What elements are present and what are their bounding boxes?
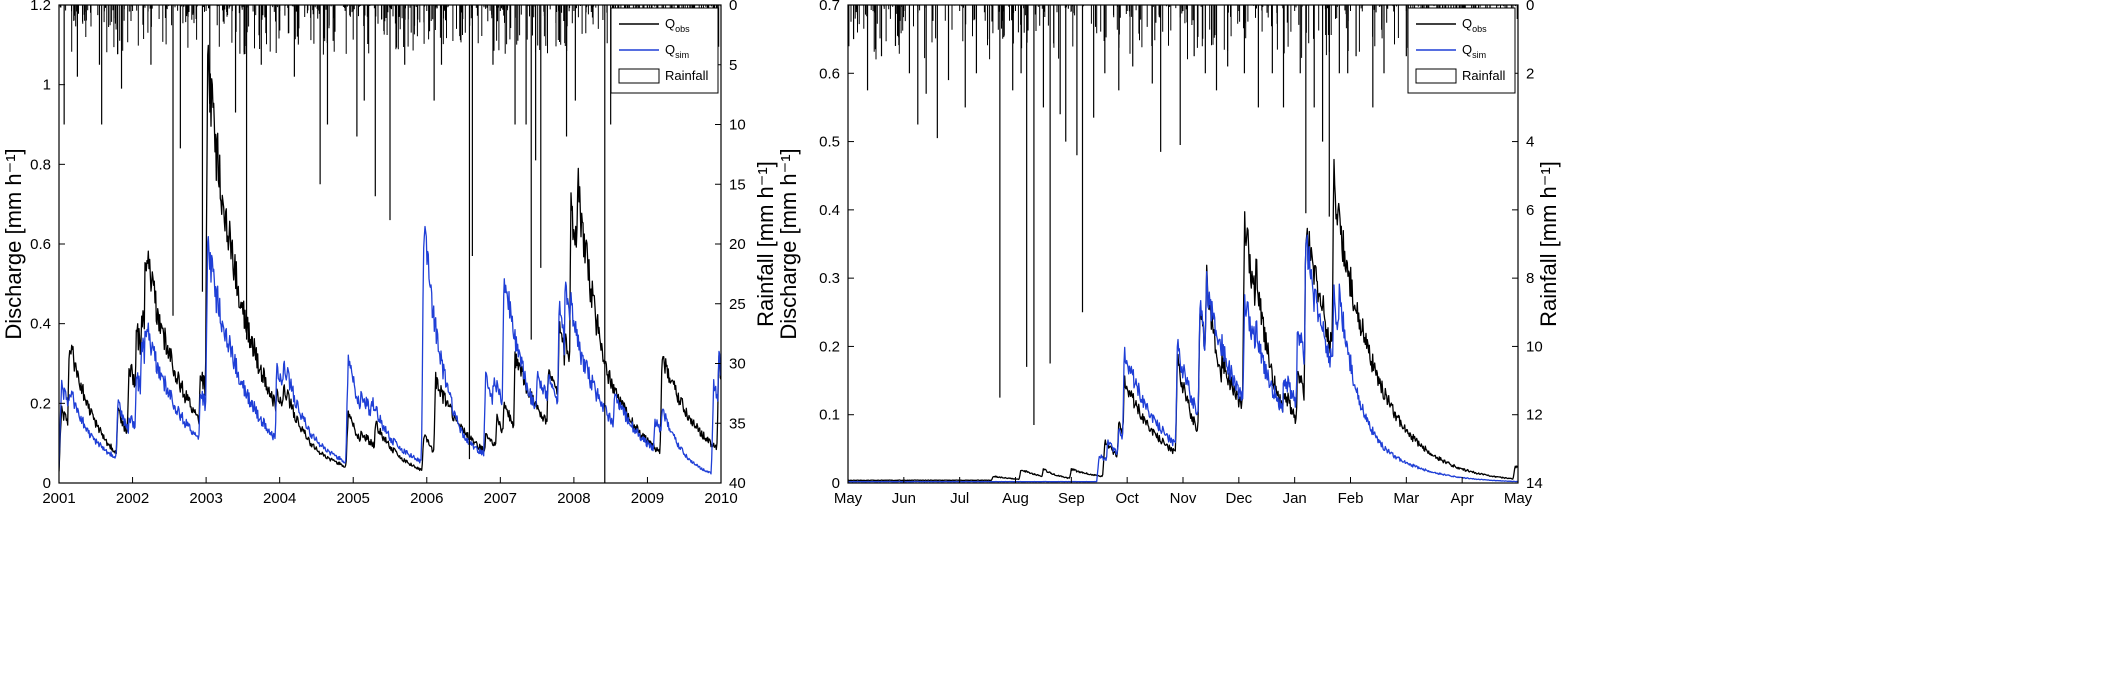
legend-swatch [618, 68, 660, 84]
y-tick-label: 0.7 [819, 0, 840, 14]
legend-label: Rainfall [665, 68, 708, 83]
y2-tick-label: 35 [729, 415, 746, 432]
x-tick-label: 2009 [631, 490, 664, 507]
y-tick-label: 0.6 [30, 236, 51, 253]
x-tick-label: 2007 [484, 490, 517, 507]
y2-axis-label: Rainfall [mm h⁻¹] [1536, 161, 1561, 327]
left-chart-panel: 2001 2002 2003 2004 2005 2006 2007 2008 2009 2010… [1, 0, 778, 507]
y-axis-label: Discharge [mm h⁻¹] [1, 148, 26, 339]
y2-tick-label: 14 [1526, 475, 1543, 492]
y-tick-label: 0.4 [30, 316, 51, 333]
rainfall-series [848, 5, 1518, 425]
y-tick-label: 1 [43, 77, 51, 94]
y-tick-label: 0 [832, 475, 840, 492]
y2-tick-label: 40 [729, 475, 746, 492]
y2-tick-label: 0 [1526, 0, 1534, 14]
y-tick-label: 1.2 [30, 0, 51, 14]
qsim-line [59, 225, 721, 475]
y2-tick-label: 2 [1526, 65, 1534, 82]
x-tick-label: 2002 [116, 490, 149, 507]
legend-label: Qsim [665, 42, 689, 60]
y2-tick-label: 4 [1526, 134, 1534, 151]
y2-tick-label: 25 [729, 296, 746, 313]
x-tick-label: Jun [892, 490, 916, 507]
y2-tick-label: 6 [1526, 202, 1534, 219]
x-tick-label: 2001 [42, 490, 75, 507]
y2-tick-label: 5 [729, 57, 737, 74]
x-tick-label: Aug [1002, 490, 1029, 507]
legend-label: Qsim [1462, 42, 1486, 60]
y2-tick-label: 30 [729, 356, 746, 373]
y-tick-label: 0.3 [819, 270, 840, 287]
y-tick-label: 0.5 [819, 134, 840, 151]
y-tick-label: 0.1 [819, 407, 840, 424]
x-tick-label: Apr [1450, 490, 1473, 507]
x-tick-label: 2010 [704, 490, 737, 507]
y-tick-label: 0.6 [819, 65, 840, 82]
y-axis-label: Discharge [mm h⁻¹] [776, 148, 801, 339]
legend: Qobs Qsim Rainfall [1407, 7, 1516, 94]
x-tick-label: 2003 [189, 490, 222, 507]
y2-tick-label: 10 [1526, 338, 1543, 355]
y2-axis-label: Rainfall [mm h⁻¹] [753, 161, 778, 327]
y2-tick-label: 8 [1526, 270, 1534, 287]
y-tick-label: 0.2 [819, 338, 840, 355]
y2-tick-label: 12 [1526, 407, 1543, 424]
x-tick-label: Sep [1058, 490, 1085, 507]
x-tick-label: 2006 [410, 490, 443, 507]
y-tick-label: 0.4 [819, 202, 840, 219]
x-tick-label: 2008 [557, 490, 590, 507]
x-tick-label: Jan [1283, 490, 1307, 507]
plot-marks [848, 5, 1518, 483]
x-tick-label: Dec [1225, 490, 1252, 507]
x-tick-label: 2005 [337, 490, 370, 507]
legend: Qobs Qsim Rainfall [610, 7, 719, 94]
y2-tick-label: 10 [729, 117, 746, 134]
legend-label: Qobs [1462, 16, 1487, 34]
plot-area [848, 5, 1518, 483]
y2-tick-label: 20 [729, 236, 746, 253]
x-tick-label: Nov [1170, 490, 1197, 507]
y-tick-label: 0 [43, 475, 51, 492]
x-tick-label: Mar [1393, 490, 1419, 507]
qobs-line [59, 44, 721, 472]
y2-tick-label: 0 [729, 0, 737, 14]
legend-label: Rainfall [1462, 68, 1505, 83]
x-tick-label: 2004 [263, 490, 296, 507]
y2-tick-label: 15 [729, 176, 746, 193]
legend-label: Qobs [665, 16, 690, 34]
x-tick-label: May [834, 490, 863, 507]
x-tick-label: Jul [950, 490, 969, 507]
y-tick-label: 0.8 [30, 156, 51, 173]
right-chart-panel: May Jun Jul Aug Sep Oct Nov Dec Jan Feb Mar Apr May0… [776, 0, 1561, 507]
x-tick-label: May [1504, 490, 1533, 507]
x-tick-label: Feb [1338, 490, 1364, 507]
legend-swatch [1415, 68, 1457, 84]
y-tick-label: 0.2 [30, 395, 51, 412]
x-tick-label: Oct [1115, 490, 1139, 507]
